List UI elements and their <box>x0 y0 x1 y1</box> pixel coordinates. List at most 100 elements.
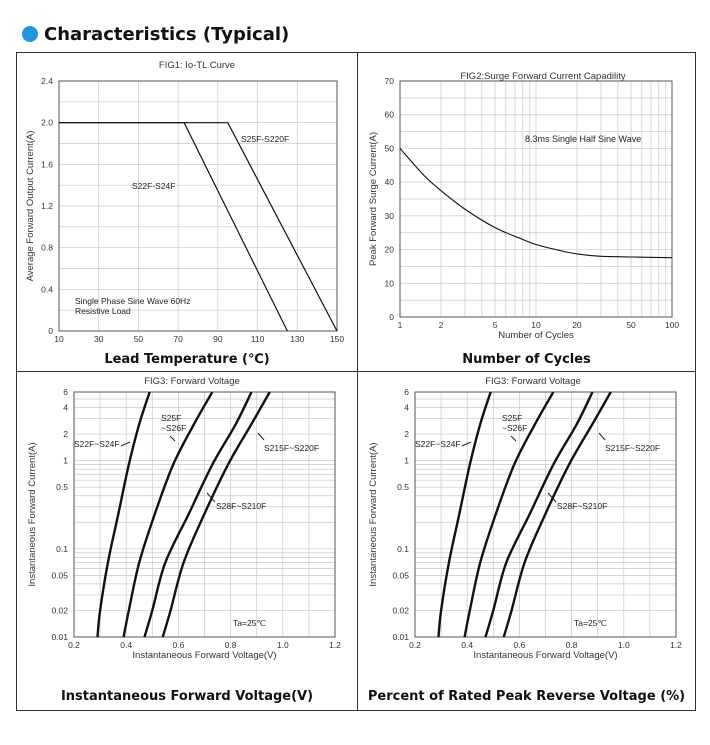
x-tick-label: 70 <box>173 334 183 344</box>
y-axis-label: Instantaneous Forward Current(A) <box>27 442 38 586</box>
x-tick-label: 130 <box>290 334 304 344</box>
y-tick-label: 50 <box>385 143 395 153</box>
series-label: S28F~S210F <box>557 501 607 511</box>
y-tick-label: 60 <box>385 110 395 120</box>
y-tick-label: 0.8 <box>41 243 53 253</box>
series-line-1 <box>399 148 673 259</box>
series-label: S25F <box>502 413 522 423</box>
y-tick-label: 0.4 <box>41 284 53 294</box>
x-tick-label: 0.4 <box>461 640 473 650</box>
y-tick-label: 0 <box>389 312 394 322</box>
x-tick-label: 2 <box>439 320 444 330</box>
y-tick-label: 0.5 <box>56 482 68 492</box>
y-tick-label: 2.0 <box>41 118 53 128</box>
y-tick-label: 2 <box>63 429 68 439</box>
series-label: ~S26F <box>161 423 186 433</box>
y-tick-label: 0.1 <box>56 544 68 554</box>
series-line-1 <box>437 391 492 638</box>
x-tick-label: 1 <box>398 320 403 330</box>
series-label: S22F~S24F <box>415 439 461 449</box>
series-line-4 <box>502 391 612 638</box>
y-tick-label: 30 <box>385 211 395 221</box>
y-tick-label: 70 <box>385 76 395 86</box>
panel-divider-horizontal <box>17 371 695 372</box>
x-tick-label: 10 <box>54 334 64 344</box>
y-tick-label: 0.05 <box>392 570 409 580</box>
series-label: ~S26F <box>502 423 527 433</box>
label-leader-line <box>169 435 176 442</box>
x-tick-label: 50 <box>134 334 144 344</box>
x-tick-label: 1.2 <box>670 640 682 650</box>
x-tick-label: 0.8 <box>225 640 237 650</box>
x-tick-label: 10 <box>531 320 541 330</box>
x-tick-label: 110 <box>251 334 265 344</box>
series-label: S25F-S220F <box>241 134 289 144</box>
chart-annotation: Single Phase Sine Wave 60Hz <box>75 296 190 306</box>
fig4-forward-voltage-chart: 0.2 0.4 0.6 0.8 1.0 1.2 0.01 0.02 0.05 0.1 0.5 1 2 4 6… <box>368 376 682 661</box>
x-axis-label: Number of Cycles <box>498 330 574 341</box>
series-line-4 <box>161 391 271 638</box>
series-line-2 <box>463 391 555 638</box>
series-label: S22F~S24F <box>74 439 120 449</box>
x-tick-label: 0.6 <box>172 640 184 650</box>
fig4-caption: Percent of Rated Peak Reverse Voltage (%… <box>367 689 686 704</box>
series-line-1 <box>96 391 151 638</box>
panel-divider-vertical <box>357 53 358 710</box>
section-title: Characteristics (Typical) <box>44 23 290 45</box>
x-tick-label: 50 <box>626 320 636 330</box>
y-tick-label: 6 <box>63 387 68 397</box>
y-tick-label: 40 <box>385 177 395 187</box>
x-tick-label: 1.0 <box>618 640 630 650</box>
label-leader-line <box>257 432 265 441</box>
fig2-caption: Number of Cycles <box>462 352 591 367</box>
x-tick-label: 150 <box>330 334 344 344</box>
x-tick-label: 30 <box>94 334 104 344</box>
y-tick-label: 1.6 <box>41 159 53 169</box>
x-tick-label: 5 <box>493 320 498 330</box>
y-axis-label: Peak Forward Surge Current(A) <box>368 132 379 266</box>
label-leader-line <box>510 435 517 442</box>
chart-annotation: Ta=25℃ <box>233 618 266 628</box>
y-axis-label: Instantaneous Forward Current(A) <box>368 442 379 586</box>
y-tick-label: 2 <box>404 429 409 439</box>
x-tick-label: 90 <box>213 334 223 344</box>
chart-annotation: 8.3ms Single Half Sine Wave <box>525 134 641 144</box>
x-tick-label: 1.2 <box>329 640 341 650</box>
x-tick-label: 0.2 <box>409 640 421 650</box>
plot-frame <box>399 80 673 318</box>
y-tick-label: 2.4 <box>41 76 53 86</box>
section-header: Characteristics (Typical) <box>22 20 289 48</box>
series-line-3 <box>143 391 253 638</box>
x-tick-label: 0.8 <box>566 640 578 650</box>
x-tick-label: 1.0 <box>277 640 289 650</box>
fig1-caption: Lead Temperature (℃) <box>104 352 270 367</box>
y-tick-label: 1 <box>63 456 68 466</box>
y-tick-label: 0.1 <box>397 544 409 554</box>
series-label: S215F~S220F <box>264 443 319 453</box>
series-label: S28F~S210F <box>216 501 266 511</box>
chart-grid-frame: 10 30 50 70 90 110 130 150 0 0.4 0.8 1.2 1.6 2.0 2.4 FI… <box>16 52 696 711</box>
y-axis-label: Average Forward Output Current(A) <box>25 131 36 282</box>
series-line-2 <box>122 391 214 638</box>
series-line-3 <box>484 391 594 638</box>
y-tick-label: 4 <box>63 403 68 413</box>
y-tick-label: 20 <box>385 245 395 255</box>
x-tick-label: 0.2 <box>68 640 80 650</box>
chart-title: FIG3: Forward Voltage <box>485 376 581 387</box>
y-tick-label: 0.05 <box>51 570 68 580</box>
series-label: S25F <box>161 413 181 423</box>
series-line-2 <box>59 122 338 332</box>
label-leader-line <box>461 441 472 447</box>
y-tick-label: 0 <box>48 326 53 336</box>
bullet-dot-icon <box>22 26 38 42</box>
chart-annotation: Resistive Load <box>75 306 131 316</box>
label-leader-line <box>120 441 131 447</box>
chart-title: FIG2:Surge Forward Current Capadility <box>460 71 626 82</box>
y-tick-label: 1 <box>404 456 409 466</box>
fig3-forward-voltage-chart: 0.2 0.4 0.6 0.8 1.0 1.2 0.01 0.02 0.05 0.1 0.5 1 2 4 6… <box>27 376 341 661</box>
y-tick-label: 6 <box>404 387 409 397</box>
x-tick-label: 100 <box>665 320 679 330</box>
series-label: S22F-S24F <box>132 181 175 191</box>
x-tick-label: 0.6 <box>513 640 525 650</box>
y-tick-label: 0.02 <box>392 605 409 615</box>
